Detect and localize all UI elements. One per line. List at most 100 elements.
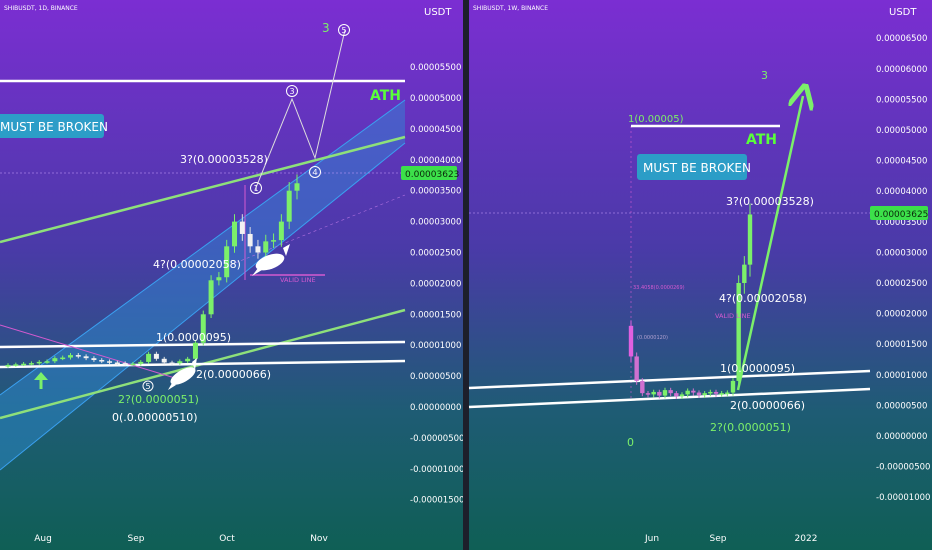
left-circle-3 [286,85,298,97]
left-channel-bottom [0,142,406,471]
left-circle-4 [309,166,321,178]
left-channel-fill [0,100,405,470]
right-y-tick: 0.00003000 [876,248,927,258]
left-y-tick: 0.00001500 [410,310,461,320]
left-candle [216,277,222,281]
right-y-axis[interactable]: 0.00006500 0.00006000 0.00005500 0.00005000… [876,34,930,503]
right-x-tick: Jun [644,534,659,544]
left-candle [114,362,120,365]
right-x-tick: Sep [710,534,727,544]
left-y-tick: -0.00001500 [410,496,464,506]
left-shark-icon-upper [252,244,290,276]
left-dashed-line [229,194,406,266]
left-x-axis[interactable]: Aug Sep Oct Nov [34,534,328,544]
right-candle [645,393,651,395]
left-candle [91,358,97,361]
left-candle [146,353,152,362]
left-magenta-line [0,324,176,379]
right-wave3q-label: 3?(0.00003528) [726,195,814,208]
left-must-be-broken-text: MUST BE BROKEN [0,120,108,134]
left-candle [263,241,269,253]
left-y-tick: 0.00002000 [410,279,461,289]
left-candle [208,280,214,315]
right-ath-label: ATH [746,132,777,148]
right-y-tick: 0.00006000 [876,65,927,75]
left-y-tick: 0.00001000 [410,341,461,351]
right-symbol: SHIBUSDT, 1W, BINANCE [473,5,548,12]
right-candle [662,390,668,396]
right-candle [657,391,662,396]
left-wave3-top-label: 3 [322,21,330,35]
right-wave2-label: 2(0.0000066) [730,399,805,412]
left-candle [177,361,183,364]
right-candles [628,203,753,400]
left-candle [161,358,167,363]
left-y-tick: 0.00004500 [410,125,461,135]
right-candle [640,380,645,394]
right-y-tick: 0.00000500 [876,401,927,411]
right-x-axis[interactable]: Jun Sep 2022 [644,534,817,544]
right-y-tick: 0.00000000 [876,432,927,442]
left-valid-line-label: VALID LINE [280,276,316,284]
left-shark-icon-lower [168,358,197,390]
right-wave1-label: 1(0.0000095) [720,362,795,375]
left-candle [5,364,11,367]
right-candle [696,392,702,395]
right-y-tick: 0.00004500 [876,157,927,167]
left-candle [200,314,206,343]
left-candle [286,190,292,222]
right-currency-label: USDT [889,7,917,18]
left-candle [122,363,128,365]
right-panel: SHIBUSDT, 1W, BINANCE USDT MUST BE BROKE… [468,0,932,550]
right-valid-line-label: VALID LINE [715,312,751,320]
left-candle [294,183,300,191]
left-upper-green-trendline [0,135,406,244]
left-y-tick: 0.00004000 [410,156,461,166]
left-circle-5-low [142,380,154,392]
left-candle [36,361,42,364]
left-circle-4-text: 4 [312,168,317,177]
left-candle [169,362,175,365]
right-y-tick: 0.00001500 [876,340,927,350]
right-y-tick: 0.00005000 [876,126,927,136]
left-candle [60,357,66,360]
left-currency-label: USDT [424,7,452,18]
left-candle [271,240,277,242]
right-price-badge: 0.00003625 [874,210,928,220]
right-y-tick: 0.00001000 [876,371,927,381]
left-x-tick: Sep [128,534,145,544]
right-small-label-a: 33.4058(0.0000269) [633,285,685,291]
left-y-axis[interactable]: 0.00005500 0.00005000 0.00004500 0.00004000… [410,63,464,506]
right-y-tick: 0.00005500 [876,95,927,105]
right-y-tick: 0.00006500 [876,34,927,44]
left-x-tick: Nov [310,534,328,544]
left-candle [21,363,27,366]
left-wave2q-label: 2?(0.0000051) [118,393,199,406]
left-x-tick: Oct [219,534,235,544]
left-candle [192,342,198,359]
left-must-be-broken-badge [0,114,104,138]
left-circle-1-text: 1 [253,184,258,193]
left-candles [5,174,300,368]
panel-divider[interactable] [463,0,469,550]
right-small-label-b: (0.0000120) [637,335,668,341]
left-circle-3-text: 3 [289,87,294,96]
left-y-tick: 0.00005000 [410,94,461,104]
left-wave1-label: 1(0.0000095) [156,331,231,344]
left-candle [138,361,144,364]
left-candle [247,233,253,247]
left-candle [107,361,113,363]
left-price-badge-bg [401,166,457,180]
left-circle-5-low-text: 5 [145,382,150,391]
right-background [469,0,932,550]
right-candle [628,325,634,357]
left-candle [67,355,73,358]
right-candle [725,392,730,395]
right-wave3-top-label: 3 [761,69,768,82]
left-candle [278,221,284,241]
left-candle [52,358,58,362]
right-wave1-line [468,369,871,390]
left-green-arrow-icon [34,372,48,389]
